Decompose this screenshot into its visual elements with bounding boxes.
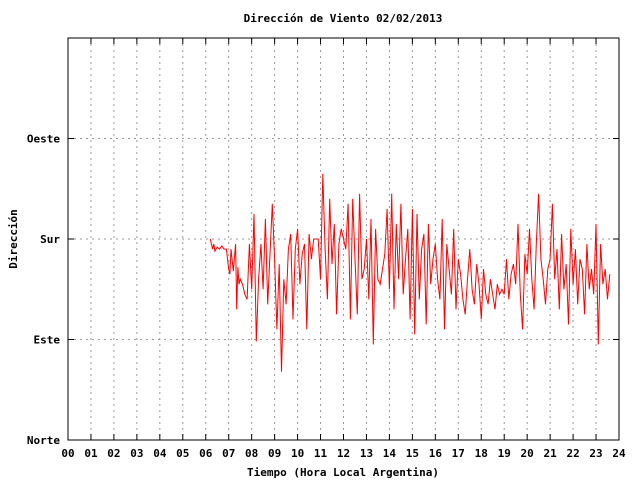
x-tick-label: 07 xyxy=(222,447,235,460)
x-tick-label: 21 xyxy=(544,447,558,460)
x-tick-label: 03 xyxy=(130,447,143,460)
x-tick-label: 13 xyxy=(360,447,373,460)
x-tick-label: 20 xyxy=(521,447,534,460)
x-tick-label: 12 xyxy=(337,447,350,460)
x-tick-labels: 00 01 02 03 04 05 06 07 08 09 10 11 12 13 14 15 16 17 18 19… xyxy=(61,447,626,460)
x-tick-label: 24 xyxy=(612,447,626,460)
x-tick-label: 10 xyxy=(291,447,304,460)
x-axis-label: Tiempo (Hora Local Argentina) xyxy=(247,466,439,479)
y-axis-label: Dirección xyxy=(7,209,20,269)
x-tick-label: 00 xyxy=(61,447,74,460)
x-tick-label: 22 xyxy=(566,447,579,460)
x-tick-label: 11 xyxy=(314,447,328,460)
y-tick-labels: Norte Este Sur Oeste xyxy=(27,133,60,448)
x-tick-label: 18 xyxy=(475,447,488,460)
x-tick-label: 05 xyxy=(176,447,189,460)
y-tick-label: Este xyxy=(34,334,61,347)
y-tick-label: Oeste xyxy=(27,133,60,146)
y-tick-label: Norte xyxy=(27,434,60,447)
x-tick-label: 04 xyxy=(153,447,167,460)
x-tick-label: 17 xyxy=(452,447,465,460)
ticks xyxy=(67,38,620,441)
x-tick-label: 08 xyxy=(245,447,258,460)
x-tick-label: 16 xyxy=(429,447,443,460)
x-tick-label: 19 xyxy=(498,447,511,460)
x-tick-label: 06 xyxy=(199,447,213,460)
x-tick-label: 14 xyxy=(383,447,397,460)
wind-direction-line xyxy=(209,173,611,372)
grid xyxy=(68,38,619,440)
x-tick-label: 09 xyxy=(268,447,281,460)
x-tick-label: 02 xyxy=(107,447,120,460)
x-tick-label: 23 xyxy=(589,447,602,460)
x-tick-label: 15 xyxy=(406,447,419,460)
y-tick-label: Sur xyxy=(40,233,60,246)
x-tick-label: 01 xyxy=(84,447,98,460)
data-series xyxy=(209,173,611,372)
chart-title: Dirección de Viento 02/02/2013 xyxy=(244,12,443,25)
